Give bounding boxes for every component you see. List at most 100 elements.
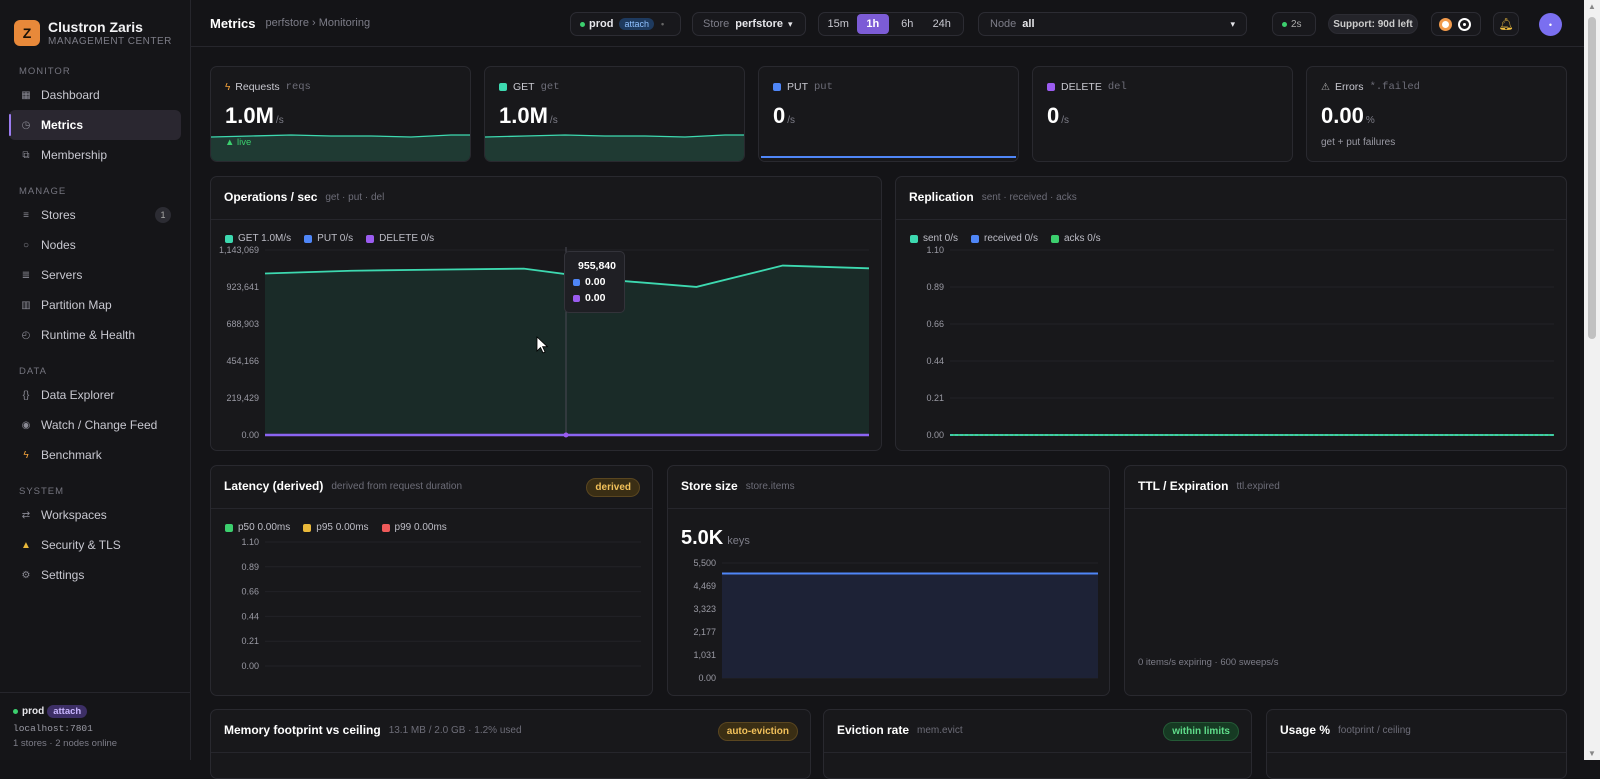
- sparkline-area: [485, 135, 745, 162]
- sidebar-item-label: Stores: [41, 208, 76, 222]
- sidebar-item-watch-change-feed[interactable]: ◉Watch / Change Feed: [9, 410, 181, 440]
- range-6h-button[interactable]: 6h: [891, 14, 924, 34]
- auto-eviction-badge: auto-eviction: [718, 722, 798, 741]
- warning-icon: ⚠: [1321, 82, 1330, 93]
- footer-attach-badge[interactable]: attach: [47, 705, 87, 718]
- sidebar-item-partition-map[interactable]: ▥Partition Map: [9, 290, 181, 320]
- bell-icon: 🔔︎: [1498, 17, 1513, 31]
- env-detach-icon[interactable]: •: [661, 19, 664, 29]
- repl-plot[interactable]: 0.000.210.440.660.891.10: [896, 177, 1567, 451]
- store-selector[interactable]: Store perfstore ▾: [692, 12, 806, 36]
- env-selector[interactable]: prod attach •: [570, 12, 681, 36]
- brand-logo: Z: [14, 20, 40, 46]
- sidebar-item-label: Runtime & Health: [41, 328, 135, 342]
- sidebar-item-label: Security & TLS: [41, 538, 121, 552]
- y-tick-label: 0.44: [926, 356, 944, 366]
- sidebar-item-dashboard[interactable]: ▦ Dashboard: [9, 80, 181, 110]
- page-scrollbar[interactable]: ▲ ▼: [1584, 0, 1600, 760]
- stack-icon: ≡: [19, 210, 33, 221]
- memory-subtitle: 13.1 MB / 2.0 GB · 1.2% used: [389, 725, 522, 736]
- kpi-unit: %: [1366, 115, 1375, 126]
- kpi-note: ▲ live: [225, 137, 251, 148]
- sidebar-item-metrics[interactable]: ◷Metrics: [9, 110, 181, 140]
- node-label: Node: [990, 18, 1016, 30]
- y-tick-label: 0.89: [926, 282, 944, 292]
- y-tick-label: 0.00: [241, 661, 259, 671]
- avatar[interactable]: •: [1539, 13, 1562, 36]
- sidebar-item-settings[interactable]: ⚙Settings: [9, 560, 181, 590]
- sidebar-item-label: Dashboard: [41, 88, 100, 102]
- storesize-area: [722, 573, 1098, 678]
- chevron-down-icon: ▾: [788, 19, 793, 30]
- y-tick-label: 3,323: [693, 604, 716, 614]
- sidebar-item-data-explorer[interactable]: {}Data Explorer: [9, 380, 181, 410]
- scroll-up-icon[interactable]: ▲: [1588, 2, 1596, 11]
- scroll-down-icon[interactable]: ▼: [1588, 749, 1596, 758]
- range-1h-button[interactable]: 1h: [857, 14, 890, 34]
- refresh-interval[interactable]: 2s: [1272, 12, 1316, 36]
- section-title: MANAGE: [0, 184, 190, 200]
- sidebar-item-runtime-health[interactable]: ◴ Runtime & Health: [9, 320, 181, 350]
- kpi-unit: /s: [787, 115, 795, 126]
- ops-plot[interactable]: 0.00219,429454,166688,903923,6411,143,06…: [211, 177, 882, 451]
- notifications-button[interactable]: 🔔︎: [1493, 12, 1519, 36]
- lock-icon: ▲: [19, 540, 33, 551]
- gear-icon: ⚙: [19, 570, 33, 581]
- node-value: all: [1022, 18, 1034, 30]
- brand[interactable]: Z Clustron Zaris MANAGEMENT CENTER: [0, 0, 190, 48]
- refresh-value: 2s: [1291, 19, 1302, 30]
- y-tick-label: 0.21: [926, 393, 944, 403]
- tooltip-row: 0.00: [573, 274, 616, 290]
- y-tick-label: 1,031: [693, 650, 716, 660]
- y-tick-label: 923,641: [226, 282, 259, 292]
- tooltip-row: 0.00: [573, 290, 616, 306]
- chevron-down-icon: ▾: [1230, 19, 1235, 30]
- sun-icon: [1439, 18, 1452, 31]
- sidebar-item-workspaces[interactable]: ⇄Workspaces: [9, 500, 181, 530]
- circle-icon: ○: [19, 240, 33, 251]
- brand-subtitle: MANAGEMENT CENTER: [48, 36, 172, 47]
- pulse-icon: ◴: [19, 330, 33, 341]
- latency-plot[interactable]: 0.000.210.440.660.891.10: [211, 466, 653, 696]
- breadcrumb: perfstore › Monitoring: [266, 17, 371, 29]
- braces-icon: {}: [19, 390, 33, 401]
- sidebar-item-membership[interactable]: ⧉Membership: [9, 140, 181, 170]
- node-selector[interactable]: Node all ▾: [978, 12, 1247, 36]
- sidebar-item-servers[interactable]: ≣Servers: [9, 260, 181, 290]
- footer-env: prod: [22, 706, 44, 717]
- section-title: DATA: [0, 364, 190, 380]
- sidebar-item-nodes[interactable]: ○Nodes: [9, 230, 181, 260]
- grid-icon: ▦: [19, 90, 33, 101]
- eviction-title: Eviction rate: [837, 723, 909, 737]
- tooltip-value: 0.00: [585, 292, 605, 304]
- ttl-subtitle: ttl.expired: [1236, 481, 1279, 492]
- y-tick-label: 1.10: [241, 537, 259, 547]
- scrollbar-thumb[interactable]: [1588, 17, 1596, 339]
- kpi-unit: /s: [1061, 115, 1069, 126]
- ttl-title: TTL / Expiration: [1138, 479, 1228, 493]
- y-tick-label: 1.10: [926, 245, 944, 255]
- theme-toggle[interactable]: [1431, 12, 1481, 36]
- range-24h-button[interactable]: 24h: [926, 14, 959, 34]
- crosshair-point: [564, 433, 569, 438]
- status-dot-icon: [13, 709, 18, 714]
- y-tick-label: 0.00: [926, 430, 944, 440]
- refresh-dot-icon: [1282, 22, 1287, 27]
- kpi-value: 0.00: [1321, 103, 1364, 128]
- range-15m-button[interactable]: 15m: [822, 14, 855, 34]
- y-tick-label: 0.00: [241, 430, 259, 440]
- within-limits-badge: within limits: [1163, 722, 1239, 741]
- kpi-metric: put: [814, 81, 833, 93]
- support-badge[interactable]: Support: 90d left: [1328, 14, 1418, 34]
- sidebar-item-security-tls[interactable]: ▲ Security & TLS: [9, 530, 181, 560]
